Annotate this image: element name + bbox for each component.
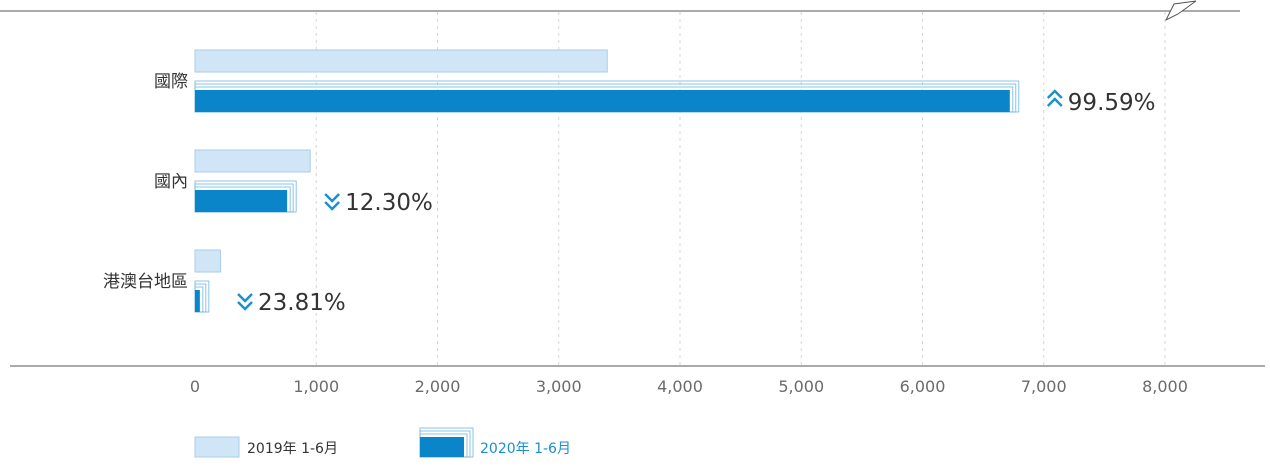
bar-2019 (194, 149, 311, 173)
top-rule (0, 0, 1240, 22)
category-label: 國內 (154, 172, 188, 192)
legend-label: 2019年 1-6月 (247, 441, 338, 457)
change-value: 12.30% (345, 190, 433, 216)
change-value: 23.81% (258, 290, 346, 316)
change-annotations: 99.59% 12.30% 23.81% (237, 89, 1156, 316)
x-tick-label: 4,000 (657, 377, 703, 396)
x-tick-label: 6,000 (900, 377, 946, 396)
legend-label: 2020年 1-6月 (480, 441, 571, 457)
legend: 2019年 1-6月 2020年 1-6月 (194, 427, 571, 458)
category-label: 港澳台地區 (103, 272, 188, 292)
bar-2020 (195, 190, 288, 212)
x-tick-label: 3,000 (536, 377, 582, 396)
double-chevron-up-icon (1046, 89, 1063, 107)
change-value: 99.59% (1068, 90, 1156, 116)
bar-2019 (194, 249, 221, 273)
x-tick-labels: 0 1,000 2,000 3,000 4,000 5,000 6,000 7,000 8,00… (190, 377, 1188, 396)
x-tick-label: 5,000 (778, 377, 824, 396)
bar-2019 (194, 49, 608, 73)
pen-decoration-icon (1164, 0, 1197, 22)
x-tick-label: 8,000 (1142, 377, 1188, 396)
category-label: 國際 (154, 72, 188, 92)
x-tick-label: 7,000 (1021, 377, 1067, 396)
bar-2020 (195, 290, 200, 312)
double-chevron-down-icon (237, 293, 253, 311)
bar-2020 (195, 90, 1010, 112)
x-tick-label: 0 (190, 377, 200, 396)
legend-swatch-2020 (420, 437, 464, 457)
x-tick-label: 2,000 (415, 377, 461, 396)
legend-swatch-2019 (194, 436, 240, 458)
x-tick-label: 1,000 (293, 377, 339, 396)
bars (194, 49, 1020, 313)
double-chevron-down-icon (324, 193, 340, 211)
